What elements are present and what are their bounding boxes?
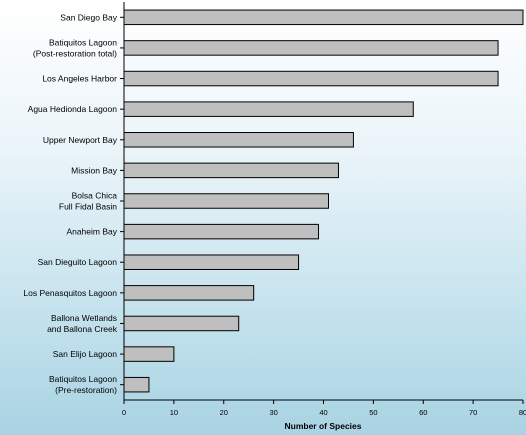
bar [123,254,300,270]
bar [123,40,499,56]
x-tick-label: 60 [419,408,427,417]
category-label: Los Angeles Harbor [42,74,117,84]
x-tick-label: 50 [369,408,377,417]
bar [123,346,175,362]
category-label: San Elijo Lagoon [53,349,118,359]
category-label: Full Fidal Basin [59,202,117,212]
bar [123,193,329,209]
category-label: Anaheim Bay [66,227,117,237]
bars-group [123,9,524,393]
bar [123,315,240,332]
bar [123,132,354,148]
category-label: and Ballona Creek [47,324,118,334]
x-tick-label: 80 [519,408,526,417]
x-tick-label: 40 [319,408,327,417]
bar [123,223,320,240]
category-label: Mission Bay [71,165,118,175]
bar [123,101,414,117]
bar [123,376,150,393]
category-label: Ballona Wetlands [51,313,117,323]
bar [123,162,339,179]
category-label: Los Penasquitos Lagoon [23,288,117,298]
x-tick-label: 10 [170,408,178,417]
category-label: Bolsa Chica [72,191,118,201]
x-tick-label: 20 [220,408,228,417]
x-tick-label: 30 [269,408,277,417]
category-label: (Post-restoration total) [33,48,117,58]
category-label: Batiquitos Lagoon [49,374,117,384]
x-tick-label: 70 [469,408,477,417]
category-label: San Dieguito Lagoon [38,257,118,267]
category-label: (Pre-restoration) [55,385,117,395]
category-label: Agua Hedionda Lagoon [28,104,118,114]
bar [123,9,524,26]
bar [123,70,499,87]
x-tick-label: 0 [122,408,126,417]
category-label: Batiquitos Lagoon [49,37,117,47]
axes: 0 10 20 30 40 50 60 70 80 [120,2,526,417]
category-label: Upper Newport Bay [43,135,118,145]
bar [123,285,255,301]
category-label: San Diego Bay [60,12,117,22]
x-axis-title: Number of Species [285,421,362,431]
